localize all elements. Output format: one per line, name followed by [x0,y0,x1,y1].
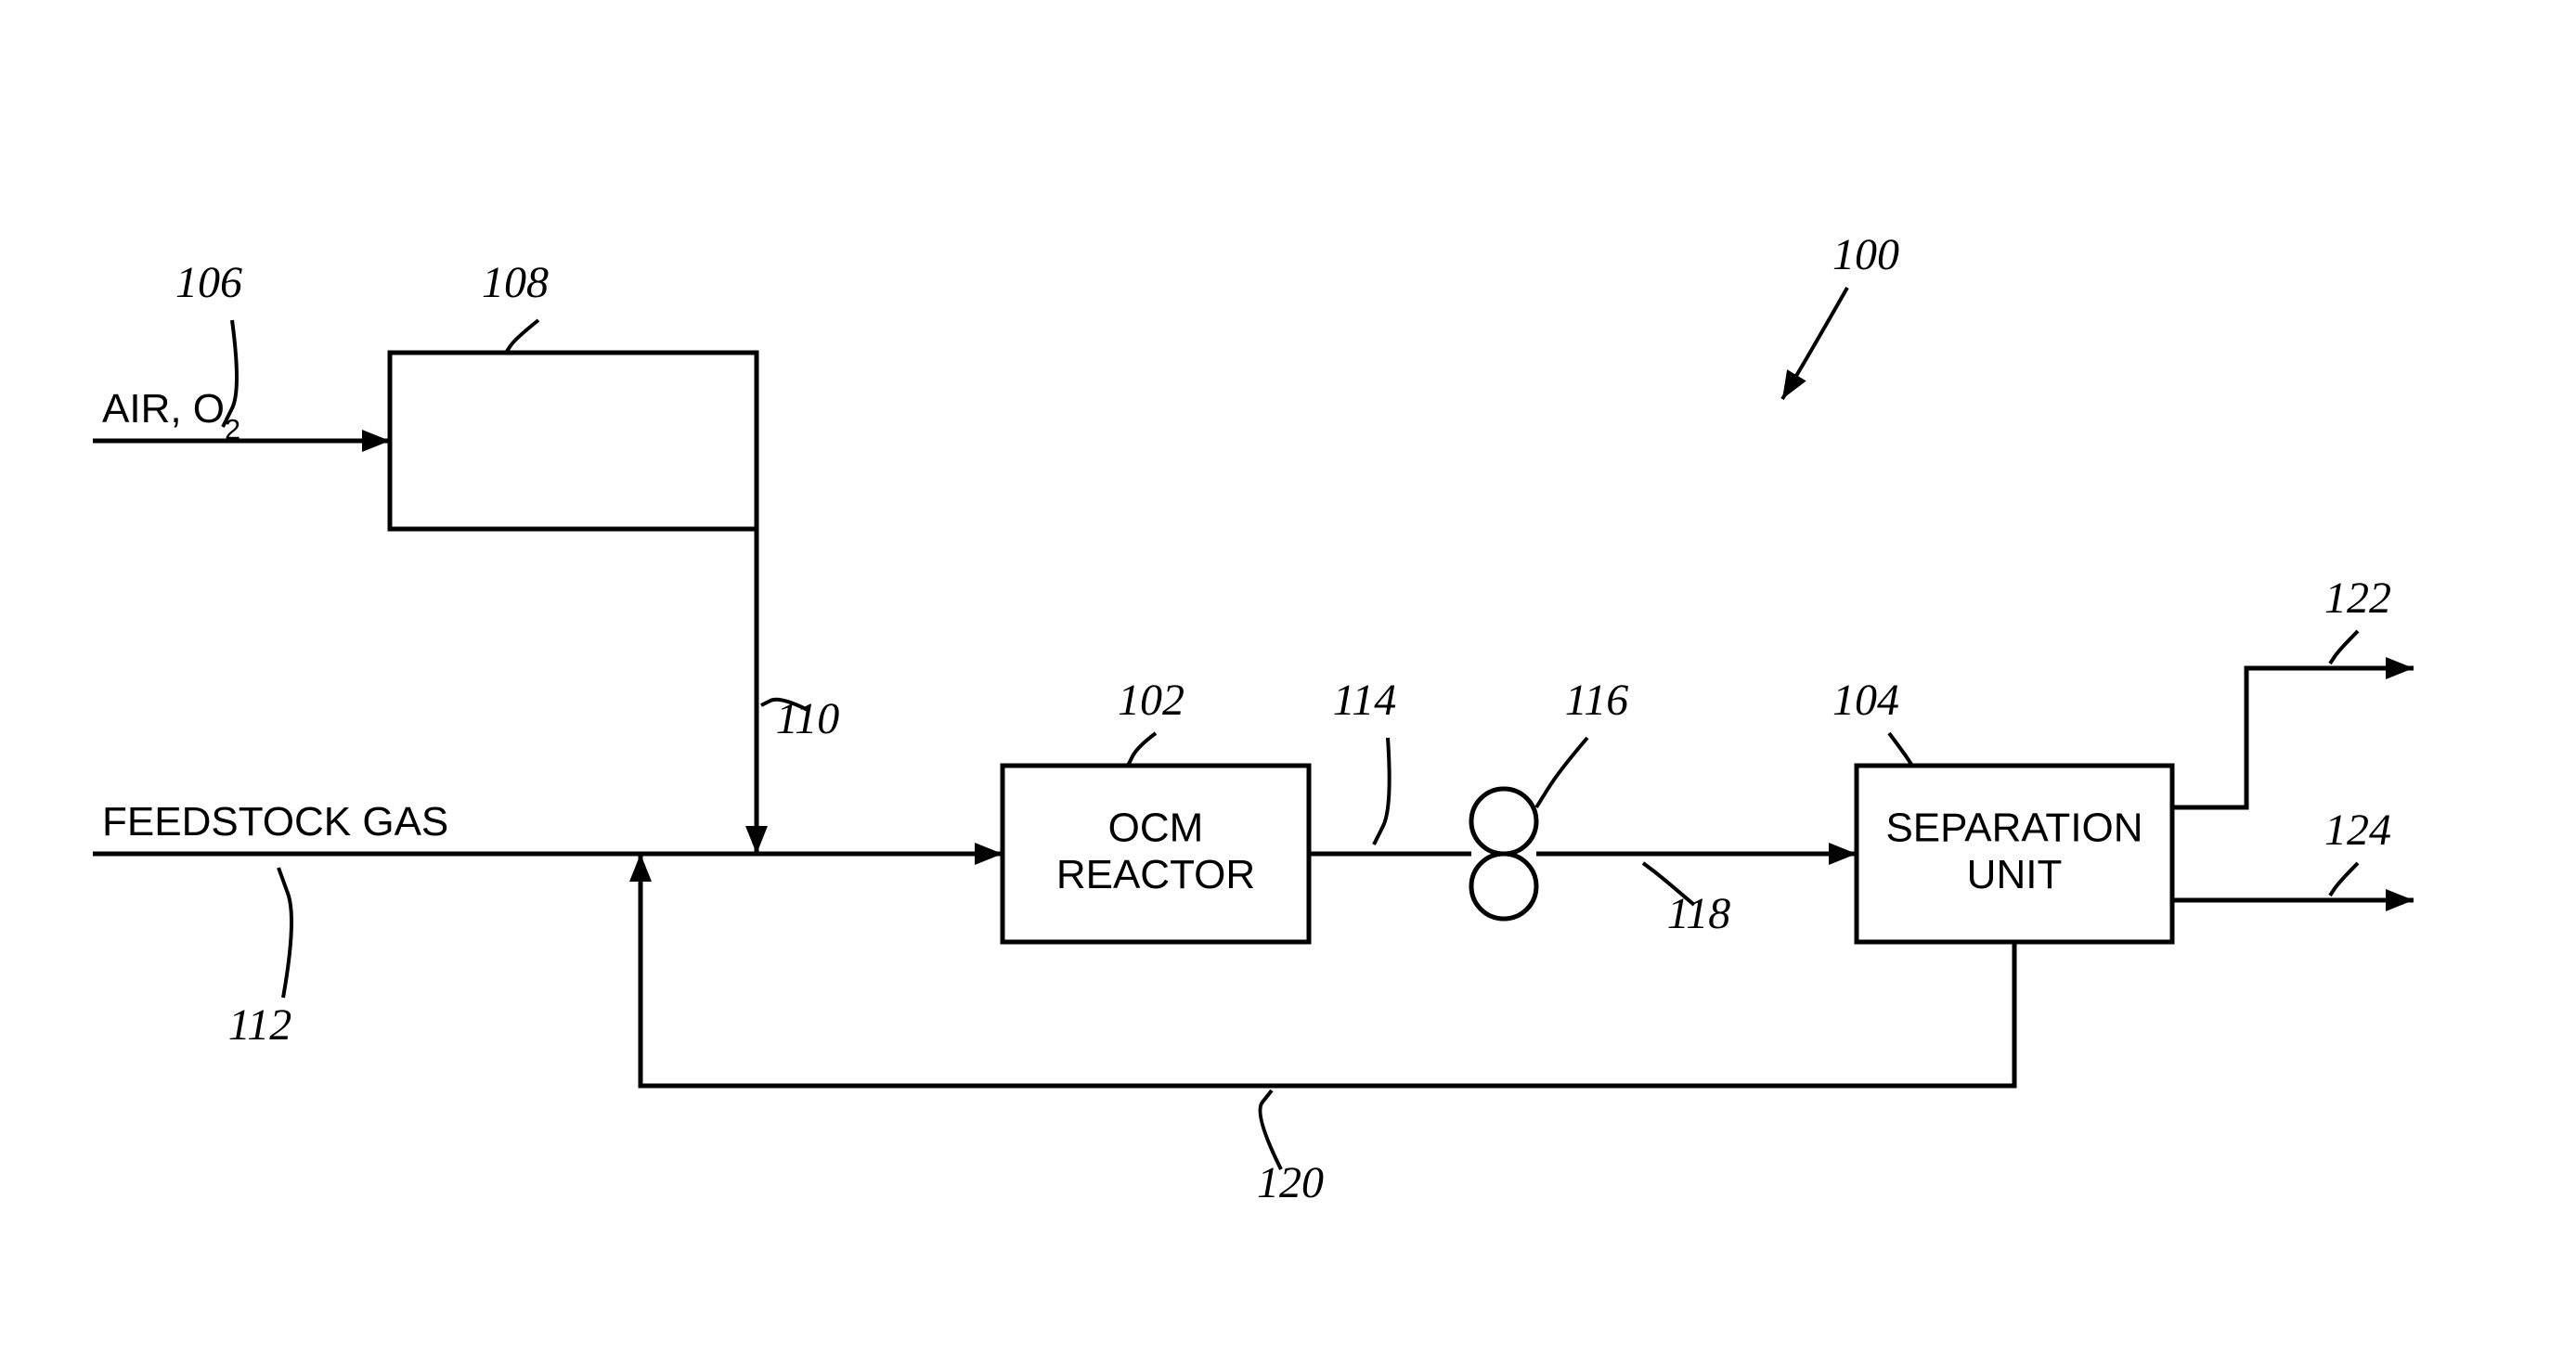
ref-104: 104 [1832,676,1899,725]
label-feed: FEEDSTOCK GAS [102,799,448,845]
block-b104: SEPARATIONUNIT [1857,766,2172,942]
block-b102-label-0: OCM [1108,805,1204,850]
ref-100: 100 [1832,230,1899,279]
block-b108 [390,353,757,529]
ref-110: 110 [776,694,839,743]
ref-112: 112 [228,1000,291,1050]
ref-114: 114 [1333,676,1396,725]
block-b104-label-1: UNIT [1967,852,2063,897]
block-b102-label-1: REACTOR [1056,852,1255,897]
ref-116: 116 [1565,676,1628,725]
block-b102: OCMREACTOR [1003,766,1309,942]
ref-108: 108 [482,258,549,307]
ref-120: 120 [1257,1158,1324,1207]
canvas-bg [0,0,2576,1354]
ref-124: 124 [2324,806,2391,855]
ref-102: 102 [1118,676,1184,725]
ref-122: 122 [2324,574,2391,623]
block-b104-label-0: SEPARATION [1885,805,2142,850]
ref-118: 118 [1667,889,1730,938]
ref-106: 106 [175,258,242,307]
